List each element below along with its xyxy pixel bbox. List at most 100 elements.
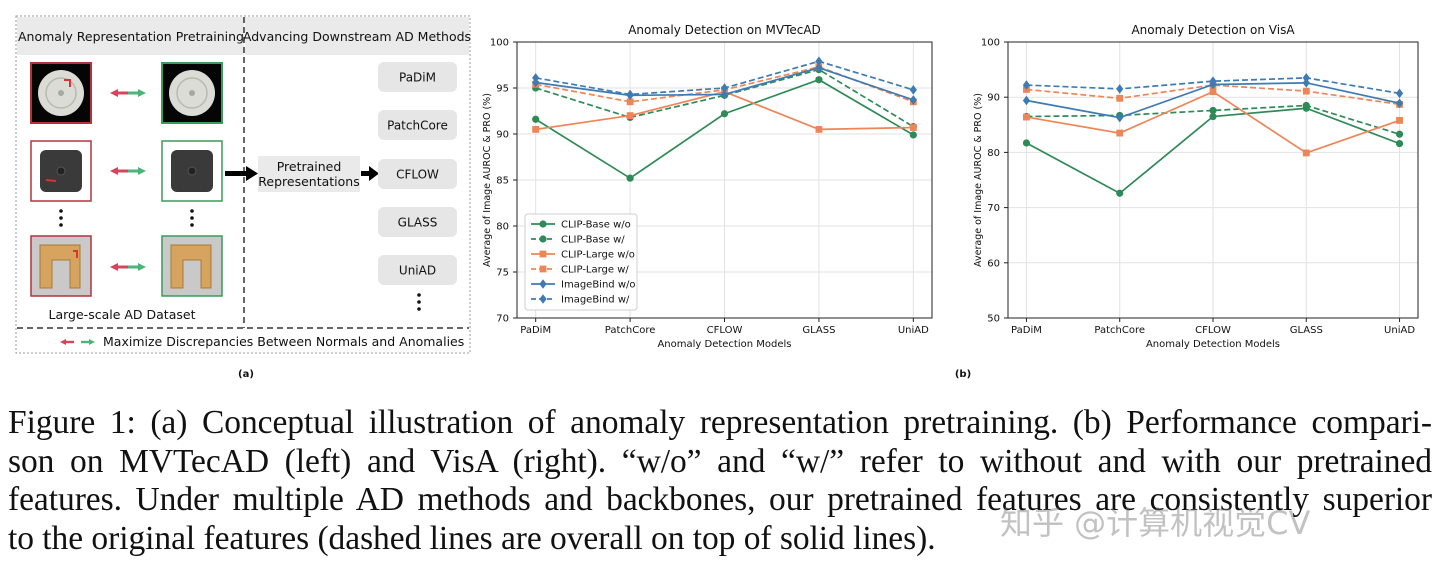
caption-line: features. Under multiple AD methods and … xyxy=(8,481,1432,518)
data-point xyxy=(1116,84,1124,94)
data-point xyxy=(532,115,540,123)
discrepancy-arrow-icon xyxy=(60,339,95,345)
method-list: PaDiM PatchCore CFLOW GLASS UniAD xyxy=(378,62,457,311)
data-point xyxy=(1302,73,1310,83)
method-box xyxy=(378,110,457,140)
data-point xyxy=(1395,130,1404,138)
y-tick-label: 50 xyxy=(987,314,1000,325)
x-tick-label: PatchCore xyxy=(605,325,656,336)
data-point xyxy=(909,85,917,95)
bracket-anomaly xyxy=(39,244,81,289)
x-tick-label: PatchCore xyxy=(1094,325,1145,336)
data-point xyxy=(720,89,729,100)
data-point xyxy=(626,89,634,100)
data-point xyxy=(909,131,917,139)
x-tick-label: CFLOW xyxy=(1195,325,1231,336)
ellipsis-icon xyxy=(59,209,194,227)
panel-a: Anomaly Representation Pretraining Advan… xyxy=(15,15,471,380)
data-point xyxy=(1022,95,1031,106)
pretrained-label-2: Representations xyxy=(258,174,359,189)
figure-graphics: Anomaly Representation Pretraining Advan… xyxy=(15,15,1419,380)
data-point xyxy=(532,73,540,83)
right-header-title: Advancing Downstream AD Methods xyxy=(243,29,471,44)
legend-swatch-marker xyxy=(539,294,547,304)
x-tick-label: PaDiM xyxy=(520,325,551,336)
legend-swatch-marker xyxy=(539,265,547,273)
pretrained-label-1: Pretrained xyxy=(277,159,342,174)
y-tick-label: 70 xyxy=(496,314,509,325)
legend-box xyxy=(524,213,638,311)
method-label: GLASS xyxy=(398,216,438,230)
chart-visa: 50 60 70 80 90 100 PaDiM PatchCore CFLOW GLASS Uni… xyxy=(973,23,1419,350)
legend-label: CLIP-Base w/o xyxy=(561,220,631,231)
y-tick-label: 80 xyxy=(496,222,509,233)
caption-line: Figure 1: (a) Conceptual illustration of… xyxy=(8,404,1432,441)
data-point xyxy=(1395,98,1404,109)
left-header-title: Anomaly Representation Pretraining xyxy=(18,29,244,44)
method-label: PatchCore xyxy=(387,119,448,133)
data-point xyxy=(626,98,634,106)
legend-label: ImageBind w/o xyxy=(561,280,636,291)
ellipsis-icon xyxy=(417,293,421,311)
sample-row-1 xyxy=(30,62,223,124)
y-tick-label: 95 xyxy=(496,84,509,95)
series-clip-large-w-o xyxy=(1023,88,1403,157)
method-label: UniAD xyxy=(399,264,436,278)
left-header-bg xyxy=(17,17,244,55)
arrow-right-icon xyxy=(225,166,379,181)
chart-mvtecad: 70 75 80 85 90 95 100 PaDiM PatchCore CFLOW GLASS U… xyxy=(482,23,933,350)
data-point xyxy=(1302,87,1310,95)
defect-mark xyxy=(64,79,71,87)
sample-row-2 xyxy=(30,140,223,202)
y-tick-label: 90 xyxy=(987,93,1000,104)
figure-caption: Figure 1: (a) Conceptual illustration of… xyxy=(8,404,1432,558)
legend-swatch-marker xyxy=(539,220,547,228)
method-label: PaDiM xyxy=(399,71,436,85)
data-point xyxy=(720,110,729,118)
right-header-bg xyxy=(245,17,469,55)
data-point xyxy=(1116,112,1124,123)
legend-swatch-marker xyxy=(539,235,547,243)
watermark: 知乎 @计算机视觉CV xyxy=(1000,504,1311,542)
x-tick-label: CFLOW xyxy=(707,325,743,336)
data-point xyxy=(815,56,823,67)
data-point xyxy=(1302,78,1310,88)
method-box xyxy=(378,255,457,285)
sample-row-3 xyxy=(30,235,223,297)
data-point xyxy=(815,76,823,84)
x-axis-label: Anomaly Detection Models xyxy=(1146,339,1280,350)
y-axis-label: Average of Image AUROC & PRO (%) xyxy=(482,93,493,267)
sublabel-a: (a) xyxy=(238,369,254,380)
data-point xyxy=(1116,129,1124,137)
chart-title: Anomaly Detection on VisA xyxy=(1131,23,1295,37)
series-imagebind-w- xyxy=(1022,73,1404,99)
legend-label: CLIP-Large w/o xyxy=(561,250,635,261)
x-tick-label: GLASS xyxy=(802,325,835,336)
method-box xyxy=(378,159,457,189)
data-point xyxy=(626,174,634,182)
data-point xyxy=(1209,106,1217,115)
data-point xyxy=(1209,76,1217,86)
data-point xyxy=(532,126,540,133)
data-point xyxy=(1302,101,1310,110)
x-tick-label: UniAD xyxy=(898,325,929,336)
data-point xyxy=(1022,139,1031,147)
caption-line: to the original features (dashed lines a… xyxy=(8,519,936,557)
pretrained-representations-box xyxy=(258,156,360,192)
dataset-label: Large-scale AD Dataset xyxy=(49,307,196,322)
sublabel-b: (b) xyxy=(955,369,971,380)
y-tick-label: 85 xyxy=(496,176,509,187)
x-axis-label: Anomaly Detection Models xyxy=(657,339,791,350)
method-box xyxy=(378,207,457,237)
defect-mark xyxy=(73,250,78,258)
bracket-normal xyxy=(170,244,212,289)
data-point xyxy=(720,83,729,93)
y-tick-label: 75 xyxy=(496,268,509,279)
caption-line: son on MVTecAD (left) and VisA (right). … xyxy=(8,442,1432,480)
y-tick-label: 70 xyxy=(987,203,1000,214)
data-point xyxy=(626,112,634,119)
data-point xyxy=(1395,88,1404,99)
data-point xyxy=(1395,139,1404,148)
discrepancy-arrow-icon xyxy=(110,89,146,271)
